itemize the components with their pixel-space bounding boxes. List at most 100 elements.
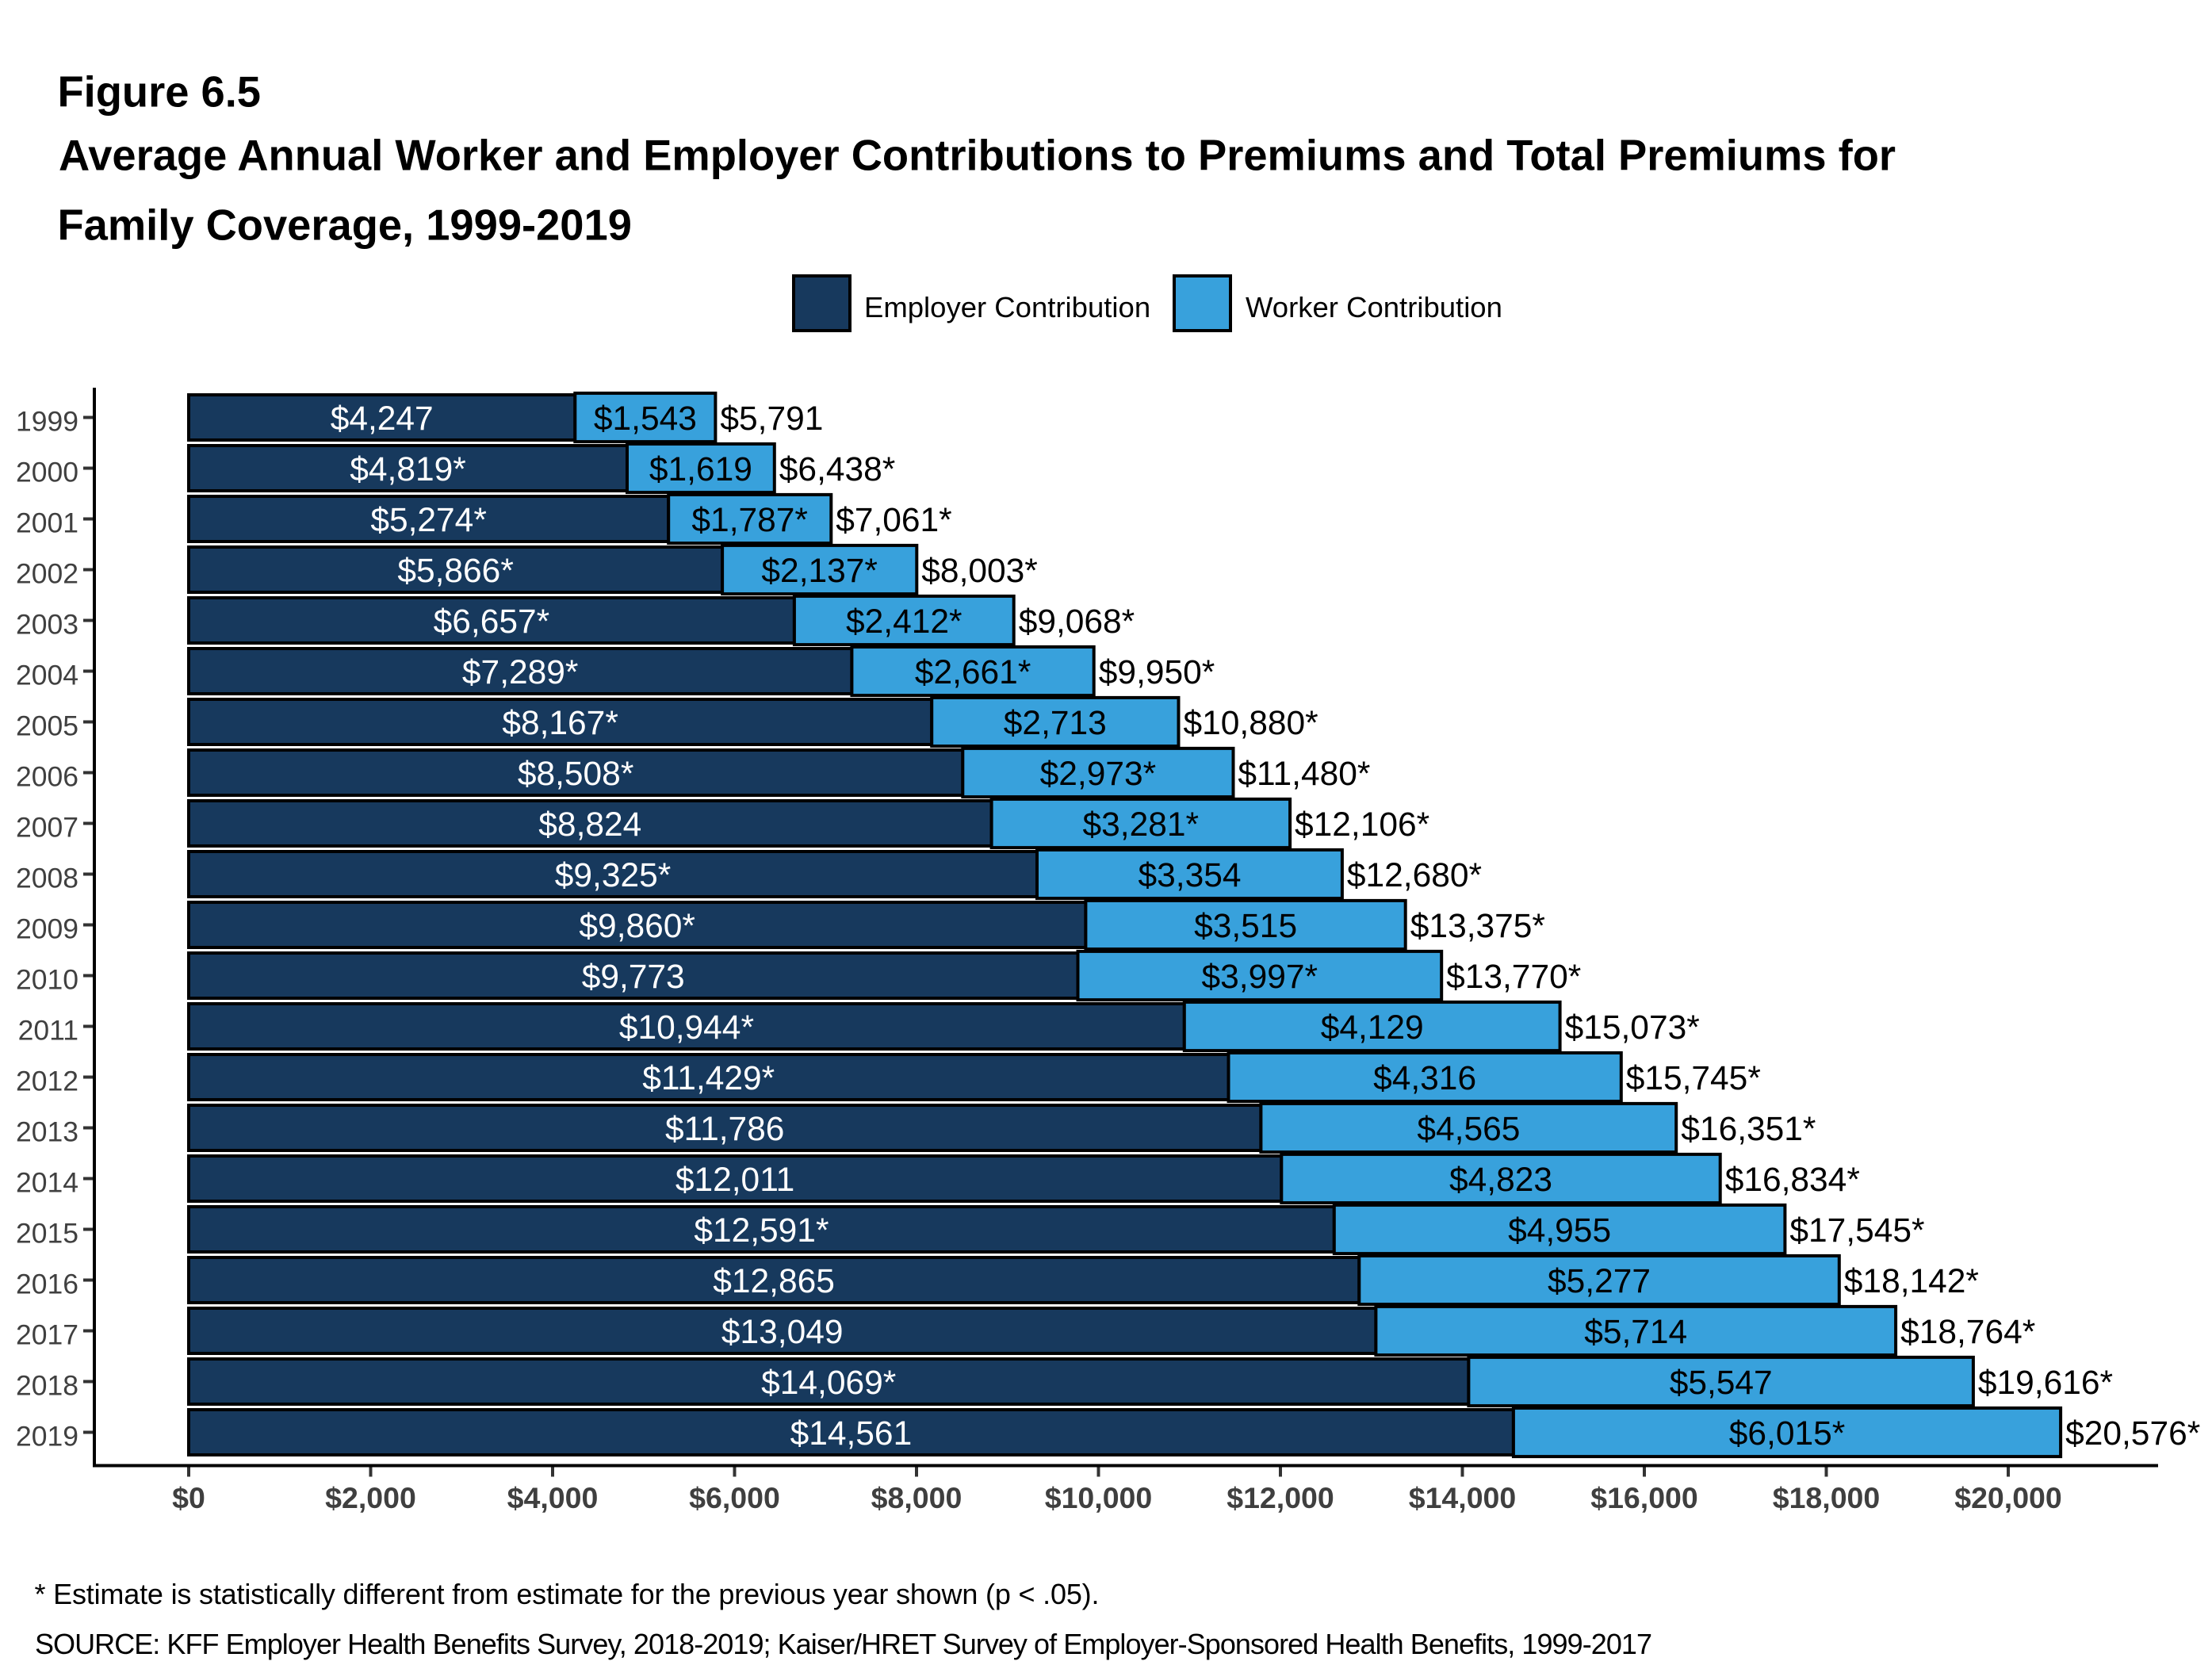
svg-text:$10,944*: $10,944* (619, 1009, 754, 1047)
svg-text:2018: 2018 (16, 1370, 78, 1402)
svg-text:Average Annual Worker and Empl: Average Annual Worker and Employer Contr… (59, 132, 1896, 180)
svg-text:2011: 2011 (18, 1015, 78, 1047)
svg-text:2000: 2000 (16, 457, 78, 488)
svg-text:Family Coverage, 1999-2019: Family Coverage, 1999-2019 (58, 201, 632, 250)
svg-text:$16,000: $16,000 (1590, 1481, 1698, 1514)
svg-text:$8,824: $8,824 (538, 806, 641, 844)
svg-text:$10,000: $10,000 (1045, 1481, 1153, 1514)
svg-text:2013: 2013 (16, 1116, 78, 1148)
svg-text:$5,866*: $5,866* (397, 553, 514, 590)
svg-text:$18,764*: $18,764* (1900, 1314, 2035, 1351)
svg-text:$12,591*: $12,591* (694, 1212, 829, 1250)
svg-text:$9,068*: $9,068* (1019, 603, 1135, 641)
svg-text:$6,657*: $6,657* (434, 603, 550, 641)
svg-text:$5,274*: $5,274* (370, 502, 487, 539)
svg-text:$17,545*: $17,545* (1789, 1212, 1924, 1250)
svg-text:$10,880*: $10,880* (1184, 705, 1318, 742)
svg-text:$13,770*: $13,770* (1446, 959, 1581, 996)
svg-text:2010: 2010 (16, 964, 78, 996)
svg-text:$4,000: $4,000 (507, 1481, 599, 1514)
svg-text:$1,619: $1,619 (649, 451, 752, 488)
svg-text:$15,073*: $15,073* (1565, 1009, 1700, 1047)
svg-text:Employer Contribution: Employer Contribution (864, 291, 1150, 323)
svg-text:$13,375*: $13,375* (1410, 908, 1545, 945)
svg-text:$3,354: $3,354 (1139, 857, 1242, 894)
svg-text:$9,773: $9,773 (582, 959, 685, 996)
svg-text:2008: 2008 (16, 863, 78, 894)
svg-text:$4,247: $4,247 (331, 400, 434, 438)
svg-text:$8,003*: $8,003* (921, 553, 1038, 590)
svg-text:Worker Contribution: Worker Contribution (1246, 291, 1502, 323)
svg-text:$11,429*: $11,429* (642, 1060, 775, 1097)
svg-text:$2,000: $2,000 (325, 1481, 416, 1514)
svg-text:$2,713: $2,713 (1004, 705, 1107, 742)
svg-text:$9,950*: $9,950* (1099, 654, 1215, 691)
svg-text:$12,680*: $12,680* (1347, 857, 1482, 894)
svg-text:$3,281*: $3,281* (1083, 806, 1200, 844)
svg-text:$4,565: $4,565 (1417, 1111, 1520, 1148)
svg-text:2003: 2003 (16, 609, 78, 641)
svg-text:$5,714: $5,714 (1584, 1314, 1687, 1351)
svg-text:$15,745*: $15,745* (1626, 1060, 1761, 1097)
svg-text:2017: 2017 (16, 1319, 78, 1351)
svg-text:$5,277: $5,277 (1548, 1263, 1651, 1300)
svg-text:2007: 2007 (16, 812, 78, 844)
svg-text:$13,049: $13,049 (721, 1314, 844, 1351)
svg-text:$14,561: $14,561 (790, 1415, 913, 1453)
svg-text:$16,351*: $16,351* (1681, 1111, 1816, 1148)
svg-text:$4,823: $4,823 (1449, 1162, 1552, 1199)
svg-text:$20,576*: $20,576* (2065, 1415, 2200, 1453)
svg-text:$2,661*: $2,661* (915, 654, 1031, 691)
svg-text:2009: 2009 (16, 913, 78, 945)
svg-text:$5,547: $5,547 (1670, 1365, 1773, 1402)
svg-text:$20,000: $20,000 (1954, 1481, 2062, 1514)
svg-text:1999: 1999 (16, 406, 78, 438)
svg-text:SOURCE: KFF Employer Health Be: SOURCE: KFF Employer Health Benefits Sur… (35, 1628, 1652, 1660)
svg-text:$3,515: $3,515 (1194, 908, 1297, 945)
svg-text:$2,137*: $2,137* (761, 553, 878, 590)
svg-text:2002: 2002 (16, 558, 78, 590)
svg-text:$16,834*: $16,834* (1725, 1162, 1860, 1199)
svg-text:$6,015*: $6,015* (1729, 1415, 1846, 1453)
svg-text:$4,955: $4,955 (1508, 1212, 1611, 1250)
svg-text:$11,480*: $11,480* (1238, 756, 1370, 793)
svg-text:$7,289*: $7,289* (462, 654, 579, 691)
svg-text:$14,069*: $14,069* (761, 1365, 896, 1402)
svg-text:2015: 2015 (16, 1218, 78, 1250)
svg-text:$18,142*: $18,142* (1844, 1263, 1979, 1300)
svg-text:$4,129: $4,129 (1321, 1009, 1424, 1047)
svg-text:$6,438*: $6,438* (779, 451, 896, 488)
svg-text:$12,011: $12,011 (675, 1162, 794, 1199)
svg-text:$12,106*: $12,106* (1295, 806, 1429, 844)
svg-text:$5,791: $5,791 (720, 400, 823, 438)
svg-text:$19,616*: $19,616* (1978, 1365, 2113, 1402)
svg-text:2005: 2005 (16, 710, 78, 742)
svg-text:$2,412*: $2,412* (846, 603, 962, 641)
svg-text:$11,786: $11,786 (665, 1111, 784, 1148)
svg-text:* Estimate is statistically di: * Estimate is statistically different fr… (35, 1578, 1100, 1610)
svg-text:2001: 2001 (16, 507, 78, 539)
svg-text:$9,860*: $9,860* (579, 908, 695, 945)
svg-text:$12,000: $12,000 (1227, 1481, 1334, 1514)
svg-text:$8,167*: $8,167* (502, 705, 618, 742)
svg-text:$3,997*: $3,997* (1202, 959, 1318, 996)
svg-text:$1,543: $1,543 (594, 400, 697, 438)
svg-text:Figure 6.5: Figure 6.5 (58, 68, 261, 117)
svg-text:2016: 2016 (16, 1269, 78, 1300)
svg-text:$1,787*: $1,787* (691, 502, 808, 539)
svg-text:$9,325*: $9,325* (555, 857, 672, 894)
svg-text:$4,819*: $4,819* (350, 451, 466, 488)
svg-text:$7,061*: $7,061* (836, 502, 952, 539)
svg-text:$4,316: $4,316 (1373, 1060, 1476, 1097)
svg-text:$12,865: $12,865 (713, 1263, 835, 1300)
svg-text:2012: 2012 (16, 1066, 78, 1097)
svg-text:$2,973*: $2,973* (1040, 756, 1157, 793)
svg-text:2014: 2014 (16, 1167, 78, 1199)
svg-text:$8,000: $8,000 (871, 1481, 962, 1514)
svg-text:$6,000: $6,000 (689, 1481, 780, 1514)
svg-text:2019: 2019 (16, 1421, 78, 1453)
svg-text:$0: $0 (172, 1481, 205, 1514)
svg-text:$8,508*: $8,508* (518, 756, 634, 793)
svg-text:$18,000: $18,000 (1773, 1481, 1881, 1514)
svg-text:2006: 2006 (16, 761, 78, 793)
